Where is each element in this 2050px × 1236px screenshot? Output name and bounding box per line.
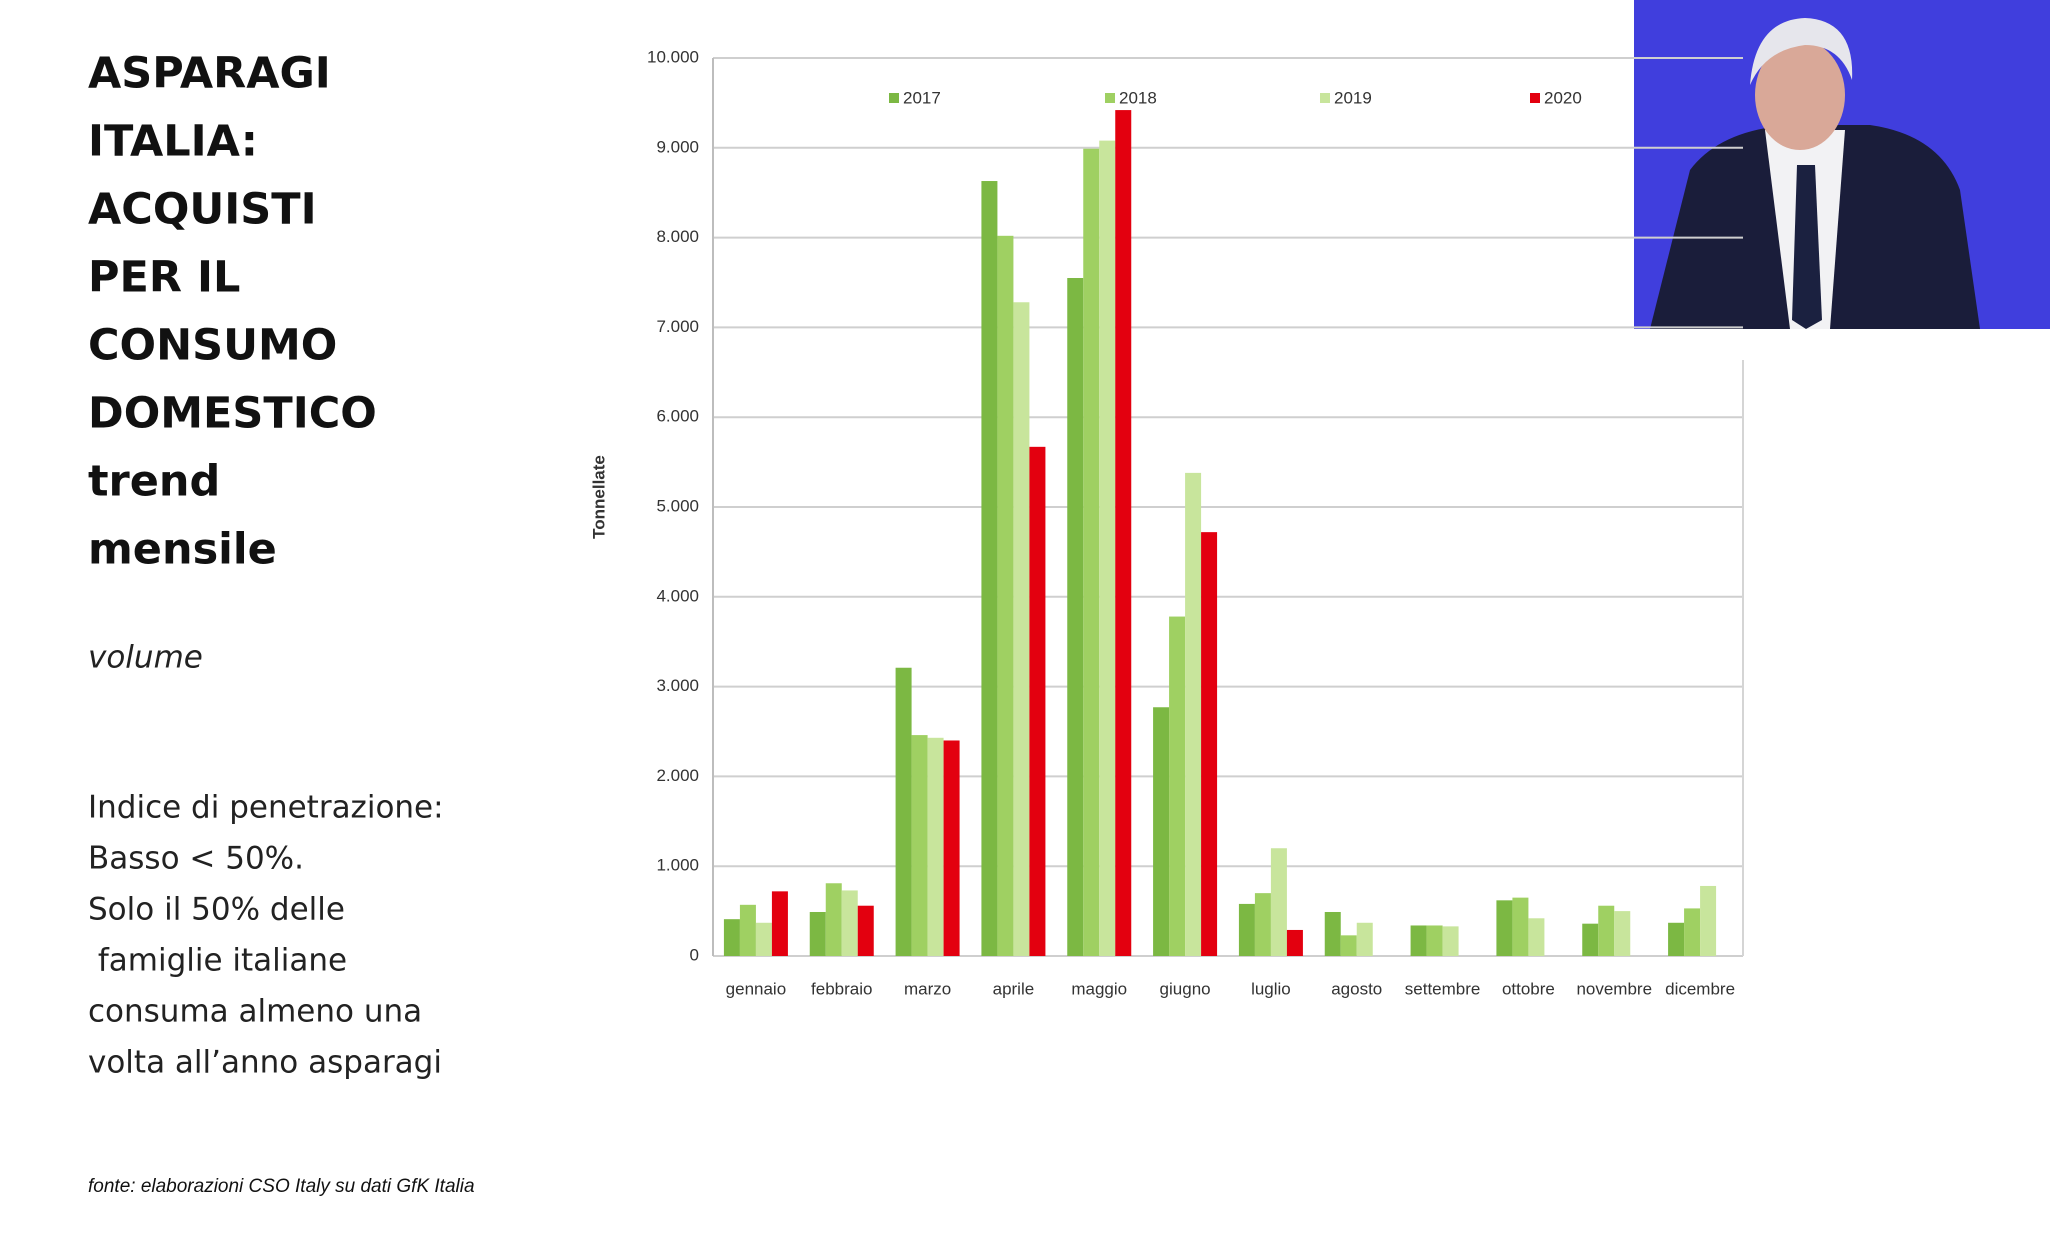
bar xyxy=(723,919,740,956)
bar xyxy=(825,883,842,956)
bar xyxy=(927,737,944,956)
title-line: PER IL xyxy=(88,253,240,303)
x-tick-label: maggio xyxy=(1071,979,1127,998)
speaker-video xyxy=(1634,0,2050,329)
bar xyxy=(1340,935,1357,956)
note-line: volta all’anno asparagi xyxy=(88,1045,442,1081)
bar xyxy=(1668,922,1685,956)
y-tick-label: 4.000 xyxy=(656,586,699,605)
title-line: DOMESTICO xyxy=(88,389,377,439)
bar xyxy=(1270,848,1287,956)
bar xyxy=(997,235,1014,956)
note-line: famiglie italiane xyxy=(88,943,347,979)
bar xyxy=(1356,922,1373,956)
legend-swatch xyxy=(889,93,899,103)
note-line: Solo il 50% delle xyxy=(88,892,345,928)
bar xyxy=(1083,148,1100,956)
bar xyxy=(1426,925,1443,956)
speaker-hair xyxy=(1750,18,1853,85)
title-line: CONSUMO xyxy=(88,321,337,371)
note: Indice di penetrazione: Basso < 50%. Solo … xyxy=(88,790,444,1081)
bar xyxy=(1684,908,1701,956)
y-tick-label: 9.000 xyxy=(656,137,699,156)
legend-swatch xyxy=(1320,93,1330,103)
x-tick-label: dicembre xyxy=(1665,979,1735,998)
legend-label: 2017 xyxy=(903,88,941,107)
bar xyxy=(1013,302,1030,957)
bar xyxy=(1528,918,1545,956)
bar xyxy=(1099,140,1116,957)
y-tick-label: 7.000 xyxy=(656,317,699,336)
bar xyxy=(1410,925,1427,956)
bar xyxy=(1496,900,1513,956)
y-tick-label: 1.000 xyxy=(656,856,699,875)
bar xyxy=(1238,903,1255,956)
bar xyxy=(857,905,874,956)
y-tick-label: 8.000 xyxy=(656,227,699,246)
x-tick-label: aprile xyxy=(993,979,1035,998)
bar xyxy=(1700,885,1717,956)
title-line: trend xyxy=(88,457,220,507)
legend-label: 2020 xyxy=(1544,88,1582,107)
bar xyxy=(1067,278,1084,956)
legend-swatch xyxy=(1105,93,1115,103)
speaker-tie xyxy=(1792,165,1822,329)
x-tick-label: marzo xyxy=(904,979,951,998)
source: fonte: elaborazioni CSO Italy su dati Gf… xyxy=(88,1176,475,1197)
note-line: consuma almeno una xyxy=(88,994,422,1030)
bar xyxy=(1614,911,1631,956)
y-tick-label: 5.000 xyxy=(656,496,699,515)
bar xyxy=(841,890,858,956)
bar xyxy=(1512,897,1529,956)
bar xyxy=(771,891,788,956)
bar xyxy=(1582,923,1599,956)
speaker-head xyxy=(1755,40,1845,150)
title-line: mensile xyxy=(88,525,277,575)
bar xyxy=(981,181,998,956)
bar xyxy=(1029,446,1046,956)
x-tick-label: agosto xyxy=(1331,979,1382,998)
bar xyxy=(1169,616,1186,956)
bar xyxy=(809,911,826,956)
bar xyxy=(1201,532,1218,956)
legend-label: 2018 xyxy=(1119,88,1157,107)
bar xyxy=(943,740,960,956)
bar xyxy=(1254,893,1271,956)
title-line: ITALIA: xyxy=(88,117,258,167)
legend-swatch xyxy=(1530,93,1540,103)
legend-label: 2019 xyxy=(1334,88,1372,107)
x-tick-label: settembre xyxy=(1405,979,1481,998)
note-line: Indice di penetrazione: xyxy=(88,790,444,826)
title-line: ACQUISTI xyxy=(88,185,317,235)
bar xyxy=(1115,110,1132,957)
chart: Tonnellate 0 1.000 2.000 3.000 4.000 5.000 6.0… xyxy=(589,47,1744,998)
x-tick-label: luglio xyxy=(1251,979,1291,998)
y-tick-label: 2.000 xyxy=(656,766,699,785)
slide-title: ASPARAGI ITALIA: ACQUISTI PER IL CONSUMO DOME… xyxy=(88,49,377,575)
bar xyxy=(1153,707,1170,956)
bar xyxy=(895,667,912,956)
y-axis-label: Tonnellate xyxy=(589,455,608,539)
y-tick-label: 10.000 xyxy=(647,47,699,66)
x-tick-label: ottobre xyxy=(1502,979,1555,998)
y-tick-label: 3.000 xyxy=(656,676,699,695)
x-tick-label: febbraio xyxy=(811,979,872,998)
x-tick-label: giugno xyxy=(1160,979,1211,998)
y-tick-label: 6.000 xyxy=(656,407,699,426)
bar xyxy=(739,904,756,956)
x-tick-label: gennaio xyxy=(726,979,787,998)
bar xyxy=(1442,926,1459,956)
bar xyxy=(1598,905,1615,956)
note-line: Basso < 50%. xyxy=(88,841,304,877)
x-tick-label: novembre xyxy=(1576,979,1652,998)
title-line: ASPARAGI xyxy=(88,49,331,99)
bar xyxy=(1185,472,1202,956)
bar xyxy=(911,735,928,956)
bar xyxy=(755,922,772,956)
subtitle: volume xyxy=(88,640,203,676)
y-tick-label: 0 xyxy=(690,945,699,964)
bar xyxy=(1324,911,1341,956)
bar xyxy=(1286,929,1303,956)
